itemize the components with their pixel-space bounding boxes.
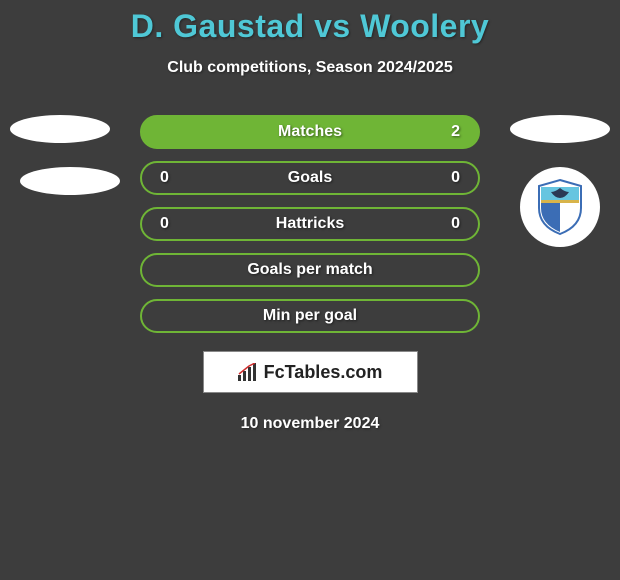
stat-label: Goals xyxy=(288,169,332,187)
stat-label: Goals per match xyxy=(247,261,372,279)
chart-bars-icon xyxy=(238,363,258,381)
club-crest-right xyxy=(520,167,600,247)
page-subtitle: Club competitions, Season 2024/2025 xyxy=(0,59,620,77)
page-title: D. Gaustad vs Woolery xyxy=(0,8,620,45)
stat-row-goals: 0 Goals 0 xyxy=(140,161,480,195)
stat-row-hattricks: 0 Hattricks 0 xyxy=(140,207,480,241)
stats-area: Matches 2 0 Goals 0 0 Hattricks 0 Goals … xyxy=(0,115,620,433)
header: D. Gaustad vs Woolery Club competitions,… xyxy=(0,0,620,77)
player-badge-left-1 xyxy=(10,115,110,143)
player-badge-left-2 xyxy=(20,167,120,195)
stat-row-min-per-goal: Min per goal xyxy=(140,299,480,333)
shield-icon xyxy=(535,178,585,236)
stat-label: Matches xyxy=(278,123,342,141)
stat-label: Min per goal xyxy=(263,307,357,325)
stat-label: Hattricks xyxy=(276,215,344,233)
stat-row-matches: Matches 2 xyxy=(140,115,480,149)
date-line: 10 november 2024 xyxy=(0,415,620,433)
crest-circle xyxy=(520,167,600,247)
stat-right-value: 0 xyxy=(440,215,460,233)
stat-row-goals-per-match: Goals per match xyxy=(140,253,480,287)
stat-right-value: 0 xyxy=(440,169,460,187)
fctables-logo[interactable]: FcTables.com xyxy=(203,351,418,393)
stat-right-value: 2 xyxy=(440,123,460,141)
player-badge-right-1 xyxy=(510,115,610,143)
stat-left-value: 0 xyxy=(160,169,180,187)
logo-text: FcTables.com xyxy=(264,362,383,383)
stat-left-value: 0 xyxy=(160,215,180,233)
